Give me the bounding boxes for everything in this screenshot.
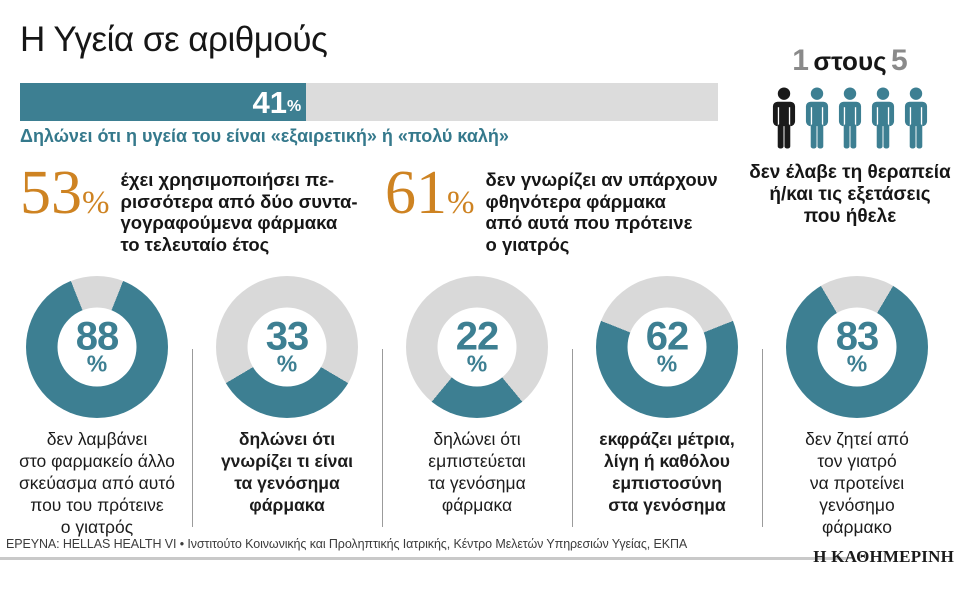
percent-sign: % — [82, 185, 110, 221]
donut-hole: 88 % — [57, 307, 137, 387]
donut-chart: 83 % — [786, 276, 928, 418]
stat-prescription-drugs: 53% έχει χρησιμοποιήσει πε- ρισσότερα απ… — [20, 159, 358, 255]
donut-caption: δεν ζητεί από τον γιατρό να προτείνει γε… — [805, 429, 909, 537]
ratio-word: στους — [813, 46, 887, 76]
percent-sign: % — [466, 350, 488, 376]
donut-chart: 33 % — [216, 276, 358, 418]
donut-cell: 62 % εκφράζει μέτρια, λίγη ή καθόλου εμπ… — [572, 276, 762, 538]
ratio-title: 1 στους 5 — [740, 44, 960, 78]
column-divider — [762, 349, 763, 527]
ratio-denominator: 5 — [891, 44, 908, 77]
percent-sign: % — [276, 350, 298, 376]
percent-sign: % — [86, 350, 108, 376]
column-divider — [382, 349, 383, 527]
donut-hole: 33 % — [247, 307, 327, 387]
footer-rule — [0, 557, 848, 560]
donut-caption: δηλώνει ότι εμπιστεύεται τα γενόσημα φάρ… — [428, 429, 526, 515]
stat-value: 53% — [20, 159, 110, 227]
person-icon — [871, 87, 895, 149]
donut-chart: 22 % — [406, 276, 548, 418]
health-rating-bar-fill: 41% — [20, 83, 307, 121]
one-in-five-block: 1 στους 5 δεν έλαβε τη θεραπεία ή/και τι… — [740, 44, 960, 228]
person-icons-row — [740, 85, 960, 151]
column-divider — [572, 349, 573, 527]
donut-value: 22 — [455, 314, 499, 358]
source-note: ΕΡΕΥΝΑ: HELLAS HEALTH VI • Ινστιτούτο Κο… — [6, 537, 688, 551]
donut-caption: δεν λαμβάνει στο φαρμακείο άλλο σκεύασμα… — [18, 429, 176, 537]
percent-sign: % — [846, 350, 868, 376]
kathimerini-logo: Η ΚΑΘΗΜΕΡΙΝΗ — [813, 547, 954, 566]
donut-chart-row: 88 % δεν λαμβάνει στο φαρμακείο άλλο σκε… — [2, 276, 952, 538]
health-rating-bar-track: 41% — [20, 83, 718, 121]
donut-cell: 33 % δηλώνει ότι γνωρίζει τι είναι τα γε… — [192, 276, 382, 538]
donut-value: 83 — [835, 314, 879, 358]
donut-caption: εκφράζει μέτρια, λίγη ή καθόλου εμπιστοσ… — [599, 429, 735, 515]
donut-hole: 22 % — [437, 307, 517, 387]
donut-value: 62 — [645, 314, 689, 358]
stat-label: έχει χρησιμοποιήσει πε- ρισσότερα από δύ… — [120, 169, 358, 255]
donut-cell: 83 % δεν ζητεί από τον γιατρό να προτείν… — [762, 276, 952, 538]
person-icon — [904, 87, 928, 149]
stat-value: 61% — [385, 159, 475, 227]
donut-chart: 62 % — [596, 276, 738, 418]
bar-value: 41 — [252, 85, 287, 120]
donut-value: 33 — [265, 314, 309, 358]
percent-sign: % — [656, 350, 678, 376]
person-icon — [772, 87, 796, 149]
percent-sign: % — [447, 185, 475, 221]
donut-chart: 88 % — [26, 276, 168, 418]
donut-cell: 22 % δηλώνει ότι εμπιστεύεται τα γενόσημ… — [382, 276, 572, 538]
person-icon — [838, 87, 862, 149]
bar-caption: Δηλώνει ότι η υγεία του είναι «εξαιρετικ… — [20, 126, 509, 146]
donut-cell: 88 % δεν λαμβάνει στο φαρμακείο άλλο σκε… — [2, 276, 192, 538]
column-divider — [192, 349, 193, 527]
page-title: Η Υγεία σε αριθμούς — [20, 20, 328, 59]
donut-caption: δηλώνει ότι γνωρίζει τι είναι τα γενόσημ… — [220, 429, 354, 515]
ratio-numerator: 1 — [792, 44, 809, 77]
donut-hole: 62 % — [627, 307, 707, 387]
bar-percent-sign: % — [286, 98, 302, 115]
donut-value: 88 — [75, 314, 119, 358]
person-icon — [805, 87, 829, 149]
stat-label: δεν γνωρίζει αν υπάρχουν φθηνότερα φάρμα… — [485, 169, 718, 255]
ratio-caption: δεν έλαβε τη θεραπεία ή/και τις εξετάσει… — [749, 162, 951, 227]
stat-cheaper-drugs: 61% δεν γνωρίζει αν υπάρχουν φθηνότερα φ… — [385, 159, 718, 255]
donut-hole: 83 % — [817, 307, 897, 387]
